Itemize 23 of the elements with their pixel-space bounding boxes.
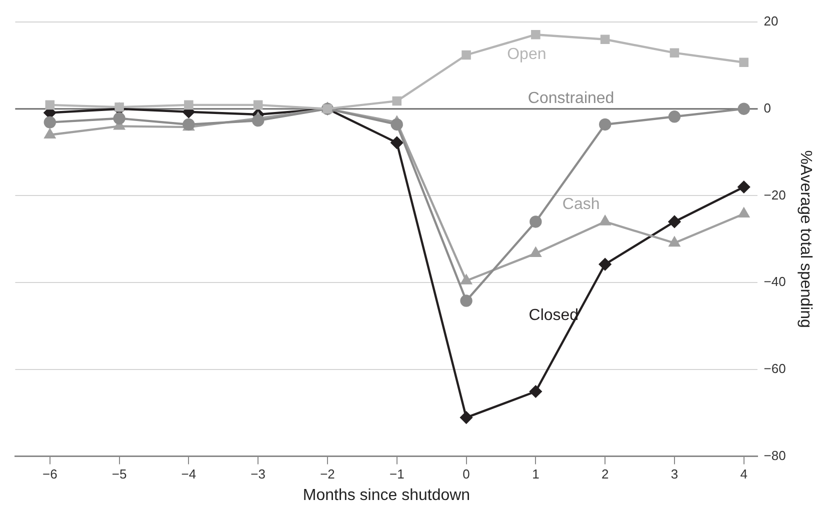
x-tick-label: 1 <box>532 466 540 482</box>
series-label: Cash <box>562 196 600 214</box>
x-tick-label: 3 <box>670 466 678 482</box>
series-label: Open <box>507 46 546 63</box>
y-tick-label: 20 <box>764 14 778 29</box>
x-tick-label: 2 <box>601 466 609 482</box>
x-tick-label: −1 <box>389 466 404 482</box>
x-tick-label: −2 <box>320 466 335 482</box>
x-tick-label: −4 <box>181 466 196 482</box>
y-axis-title: %Average total spending <box>796 150 814 328</box>
y-tick-label: −60 <box>764 360 786 376</box>
y-tick-label: 0 <box>764 100 771 116</box>
y-tick-label: −20 <box>764 187 786 202</box>
x-tick-label: −3 <box>250 466 266 482</box>
x-axis-title: Months since shutdown <box>302 486 470 504</box>
series-label: Closed <box>528 306 579 324</box>
y-tick-label: −40 <box>764 274 786 290</box>
x-tick-label: 0 <box>462 466 470 482</box>
x-tick-label: 4 <box>740 466 748 482</box>
x-tick-label: −5 <box>112 466 127 482</box>
y-tick-label: −80 <box>764 448 786 463</box>
series-label: Constrained <box>528 90 614 107</box>
x-tick-label: −6 <box>42 466 58 482</box>
